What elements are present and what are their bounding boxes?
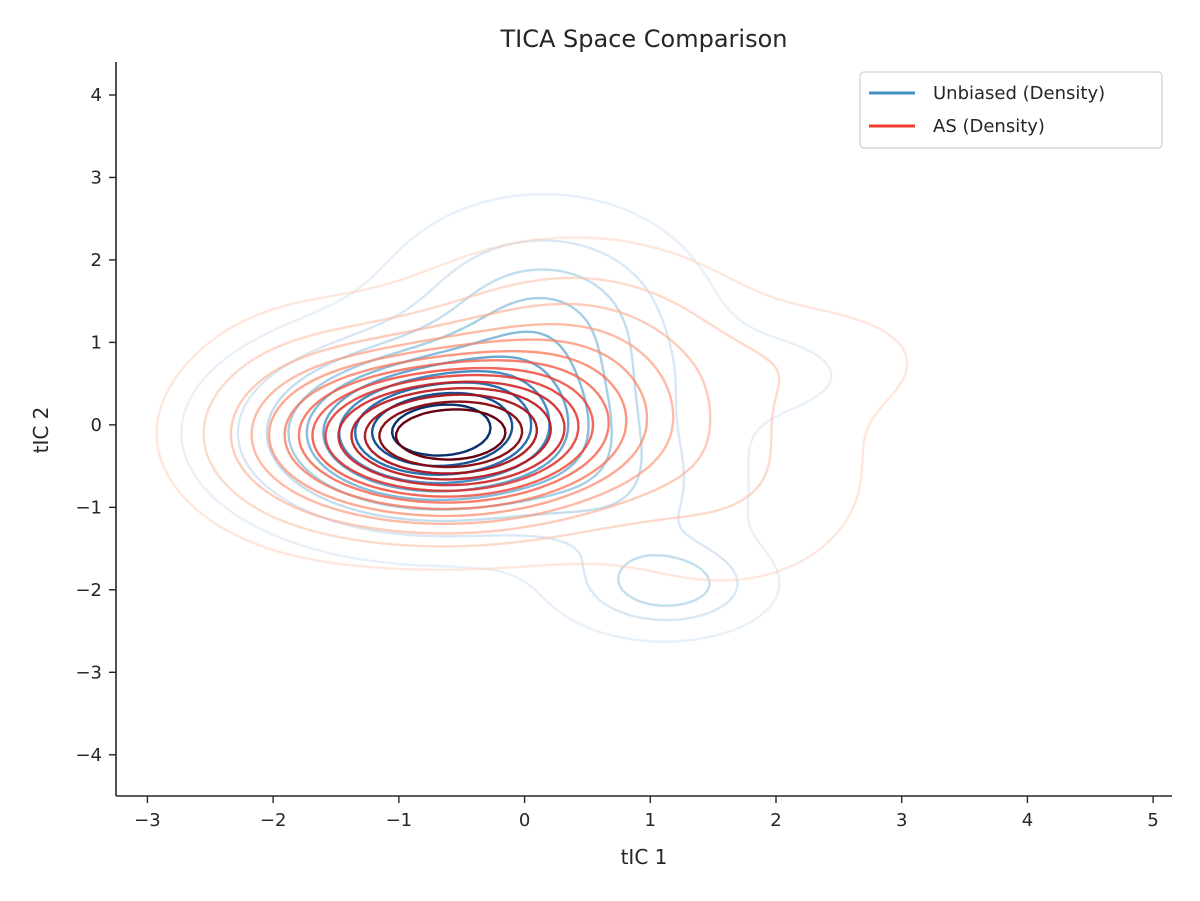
y-axis-title: tIC 2 xyxy=(29,407,53,454)
contour-line xyxy=(311,366,595,498)
contour-line xyxy=(350,386,552,481)
x-axis-title: tIC 1 xyxy=(621,845,668,869)
contour-line xyxy=(378,400,524,469)
contour-line xyxy=(250,323,675,525)
contour-line xyxy=(337,380,566,487)
contour-line xyxy=(324,373,580,492)
y-tick-label: 4 xyxy=(91,85,102,106)
contour-series-as xyxy=(155,236,909,582)
contour-line xyxy=(297,359,610,504)
contour-layer xyxy=(155,193,909,643)
x-tick-label: 4 xyxy=(1022,810,1033,831)
x-tick-label: −3 xyxy=(134,810,161,831)
y-tick-label: 0 xyxy=(91,415,102,436)
contour-line xyxy=(283,350,628,511)
contour-line xyxy=(180,193,833,643)
y-tick-label: −1 xyxy=(75,497,102,518)
x-tick-label: −2 xyxy=(260,810,287,831)
x-tick-label: 3 xyxy=(896,810,907,831)
axes: −3 −2 −1 0 1 2 3 4 5 −4 −3 −2 −1 0 1 2 3 4 xyxy=(75,62,1172,831)
x-tick-label: 0 xyxy=(519,810,530,831)
contour-line xyxy=(202,276,781,548)
y-tick-label: −4 xyxy=(75,745,102,766)
contour-line xyxy=(265,268,711,607)
contour-line xyxy=(394,408,507,461)
chart-title: TICA Space Comparison xyxy=(499,25,787,53)
x-tick-label: 2 xyxy=(770,810,781,831)
legend-label: AS (Density) xyxy=(933,116,1045,137)
contour-line xyxy=(155,236,909,582)
y-tick-label: −2 xyxy=(75,580,102,601)
contour-line xyxy=(236,239,739,622)
contour-line xyxy=(267,338,649,518)
legend-label: Unbiased (Density) xyxy=(933,83,1105,104)
contour-line xyxy=(229,302,712,535)
y-tick-label: 1 xyxy=(91,332,102,353)
legend: Unbiased (Density) AS (Density) xyxy=(859,71,1163,149)
contour-series-unbiased xyxy=(180,193,833,643)
contour-line xyxy=(363,393,538,475)
y-tick-label: 2 xyxy=(91,250,102,271)
y-tick-label: −3 xyxy=(75,662,102,683)
y-tick-label: 3 xyxy=(91,167,102,188)
x-tick-label: 1 xyxy=(645,810,656,831)
x-tick-label: −1 xyxy=(386,810,413,831)
legend-box xyxy=(859,71,1163,149)
x-tick-label: 5 xyxy=(1147,810,1158,831)
